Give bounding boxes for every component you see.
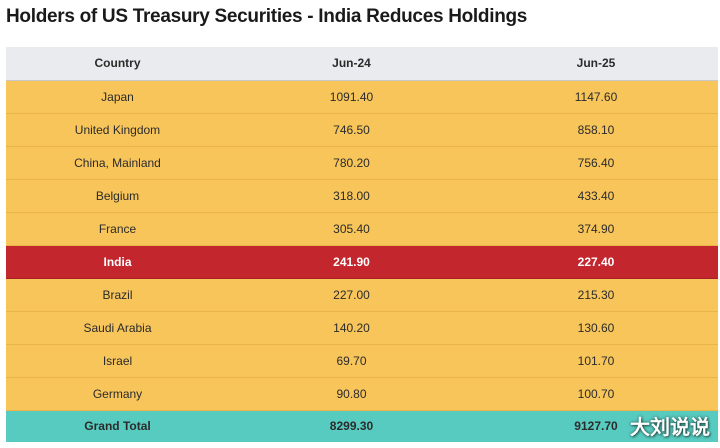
table-row: Israel 69.70 101.70 <box>6 344 718 378</box>
cell-country: Belgium <box>6 179 229 213</box>
table-row: Brazil 227.00 215.30 <box>6 278 718 312</box>
column-header-jun-24: Jun-24 <box>229 47 474 81</box>
cell-jun-24: 780.20 <box>229 146 474 180</box>
cell-jun-24: 227.00 <box>229 278 474 312</box>
cell-jun-24: 69.70 <box>229 344 474 378</box>
grand-total-jun-24: 8299.30 <box>329 419 374 434</box>
table-row: Japan 1091.40 1147.60 <box>6 80 718 114</box>
cell-jun-24: 318.00 <box>229 179 474 213</box>
cell-jun-25: 756.40 <box>474 146 718 180</box>
cell-jun-24: 90.80 <box>229 377 474 411</box>
table-row: Belgium 318.00 433.40 <box>6 179 718 213</box>
table-row: Germany 90.80 100.70 <box>6 377 718 411</box>
cell-jun-25: 100.70 <box>474 377 718 411</box>
page-title: Holders of US Treasury Securities - Indi… <box>6 6 528 27</box>
cell-country: Japan <box>6 80 229 114</box>
cell-country: Germany <box>6 377 229 411</box>
table-footer: Grand Total 8299.30 9127.70 <box>6 410 718 442</box>
column-header-country: Country <box>6 47 229 81</box>
table-body: Japan 1091.40 1147.60 United Kingdom 746… <box>6 80 718 411</box>
cell-jun-25: 433.40 <box>474 179 718 213</box>
cell-jun-24: 241.90 <box>229 245 474 279</box>
cell-jun-24: 140.20 <box>229 311 474 345</box>
cell-country: China, Mainland <box>6 146 229 180</box>
grand-total-row: Grand Total 8299.30 9127.70 <box>6 410 718 442</box>
cell-country: France <box>6 212 229 246</box>
holders-table: Country Jun-24 Jun-25 Japan 1091.40 1147… <box>6 47 718 442</box>
header-row: Country Jun-24 Jun-25 <box>6 47 718 81</box>
cell-jun-24: 746.50 <box>229 113 474 147</box>
table-header: Country Jun-24 Jun-25 <box>6 47 718 81</box>
cell-country: Brazil <box>6 278 229 312</box>
table-row: China, Mainland 780.20 756.40 <box>6 146 718 180</box>
cell-jun-24: 305.40 <box>229 212 474 246</box>
table-row: France 305.40 374.90 <box>6 212 718 246</box>
cell-country: Saudi Arabia <box>6 311 229 345</box>
cell-jun-25: 215.30 <box>474 278 718 312</box>
cell-jun-25: 374.90 <box>474 212 718 246</box>
watermark: 大刘说说 <box>630 415 710 439</box>
cell-jun-25: 1147.60 <box>474 80 718 114</box>
highlighted-row-india: India 241.90 227.40 <box>6 245 718 279</box>
table-row: United Kingdom 746.50 858.10 <box>6 113 718 147</box>
cell-jun-25: 101.70 <box>474 344 718 378</box>
cell-country: United Kingdom <box>6 113 229 147</box>
table-row: Saudi Arabia 140.20 130.60 <box>6 311 718 345</box>
grand-total-jun-25: 9127.70 <box>574 419 618 434</box>
cell-jun-24: 1091.40 <box>229 80 474 114</box>
cell-country: Israel <box>6 344 229 378</box>
grand-total-label: Grand Total <box>84 419 151 434</box>
cell-country: India <box>6 245 229 279</box>
cell-jun-25: 858.10 <box>474 113 718 147</box>
cell-jun-25: 130.60 <box>474 311 718 345</box>
cell-jun-25: 227.40 <box>474 245 718 279</box>
column-header-jun-25: Jun-25 <box>474 47 718 81</box>
